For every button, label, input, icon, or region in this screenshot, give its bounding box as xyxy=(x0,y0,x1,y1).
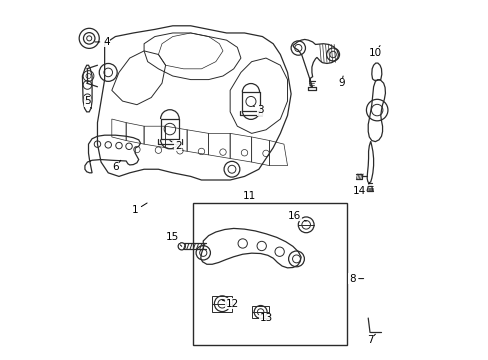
Text: 9: 9 xyxy=(337,76,344,88)
Text: 6: 6 xyxy=(112,160,121,172)
Text: 1: 1 xyxy=(132,203,147,216)
Bar xyxy=(212,296,232,312)
Text: 14: 14 xyxy=(352,184,368,196)
Text: 4: 4 xyxy=(95,37,109,47)
Bar xyxy=(252,306,268,319)
Text: 13: 13 xyxy=(259,313,272,323)
Text: 11: 11 xyxy=(243,191,256,201)
Text: 7: 7 xyxy=(366,334,375,345)
Bar xyxy=(192,203,346,345)
Text: 5: 5 xyxy=(84,96,91,108)
Text: 10: 10 xyxy=(368,45,381,58)
Text: 15: 15 xyxy=(166,232,182,246)
Text: 16: 16 xyxy=(287,211,305,221)
Text: 3: 3 xyxy=(253,105,264,115)
Text: 12: 12 xyxy=(222,299,238,309)
Text: 8: 8 xyxy=(348,274,363,284)
Text: 2: 2 xyxy=(169,140,181,151)
